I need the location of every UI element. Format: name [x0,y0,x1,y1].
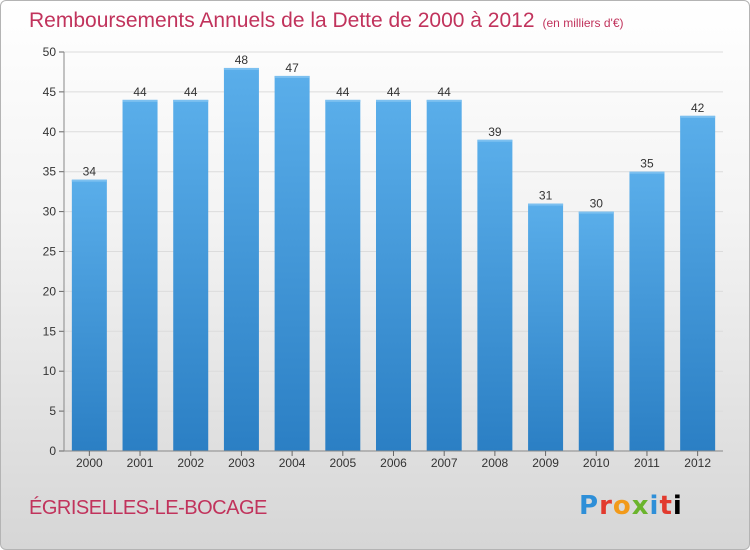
x-tick-label: 2008 [482,456,509,470]
x-tick-label: 2010 [583,456,610,470]
data-label: 44 [336,85,350,99]
bar-top-highlight [680,115,716,118]
bar [274,75,310,451]
x-tick-label: 2002 [177,456,204,470]
x-tick-label: 2004 [279,456,306,470]
bar [71,179,107,451]
bar-top-highlight [477,139,513,142]
logo-letter: P [579,491,600,521]
x-tick-label: 2006 [380,456,407,470]
bar-top-highlight [173,99,209,102]
bar-top-highlight [274,75,310,78]
y-tick-label: 15 [43,324,57,338]
bar [629,171,665,451]
y-tick-label: 10 [43,364,57,378]
data-label: 39 [488,125,502,139]
logo-letter: i [672,491,683,521]
bar-top-highlight [426,99,462,102]
y-tick-label: 30 [43,205,57,219]
chart-title-text: Remboursements Annuels de la Dette de 20… [29,9,535,32]
x-tick-label: 2001 [127,456,154,470]
bar [325,99,361,451]
data-label: 44 [133,85,147,99]
bar-top-highlight [325,99,361,102]
data-label: 34 [83,165,97,179]
y-tick-label: 20 [43,284,57,298]
bar [376,99,411,451]
x-tick-label: 2009 [532,456,559,470]
y-tick-label: 40 [43,125,57,139]
y-tick-label: 50 [43,45,57,59]
bar-top-highlight [71,179,107,182]
logo-letter: t [659,491,673,521]
data-label: 30 [590,197,604,211]
data-label: 42 [691,101,705,115]
bar [680,115,716,451]
bar-top-highlight [376,99,411,102]
y-tick-label: 35 [43,165,57,179]
bar [477,139,513,451]
bars [71,67,716,452]
bar-top-highlight [629,171,665,174]
logo-letter: i [649,491,660,521]
y-tick-label: 25 [43,245,57,259]
y-tick-label: 0 [49,444,56,458]
bar [578,211,614,451]
bar [122,99,158,451]
data-label: 31 [539,189,553,203]
x-tick-label: 2012 [684,456,711,470]
data-label: 47 [285,61,299,75]
data-label: 44 [184,85,198,99]
data-label: 44 [438,85,452,99]
bar-top-highlight [122,99,158,102]
data-labels: 34 44 44 48 47 44 44 44 39 31 30 35 42 [83,53,705,211]
bar-top-highlight [528,203,564,206]
x-tick-label: 2005 [329,456,356,470]
proxiti-logo: Proxiti [579,491,683,521]
y-tick-label: 45 [43,85,57,99]
x-tick-label: 2007 [431,456,458,470]
bar-top-highlight [223,67,259,70]
bar [173,99,209,451]
axes: 0 5 10 15 20 25 30 35 40 45 50 2000 2001 2002 2003 2004… [43,45,723,470]
data-label: 44 [387,85,401,99]
chart-subtitle: (en milliers d'€) [542,16,624,30]
logo-letter: r [599,491,613,521]
y-tick-label: 5 [49,404,56,418]
bar [426,99,462,451]
data-label: 35 [640,157,654,171]
bar [223,67,259,452]
logo-letter: o [612,491,632,521]
data-label: 48 [235,53,249,67]
logo-letter: x [631,491,650,521]
x-tick-label: 2011 [634,456,660,470]
bar-top-highlight [578,211,614,214]
chart-title: Remboursements Annuels de la Dette de 20… [29,9,624,33]
location-name: ÉGRISELLES-LE-BOCAGE [29,497,267,519]
bar [528,203,564,451]
x-tick-label: 2003 [228,456,255,470]
x-tick-label: 2000 [76,456,103,470]
